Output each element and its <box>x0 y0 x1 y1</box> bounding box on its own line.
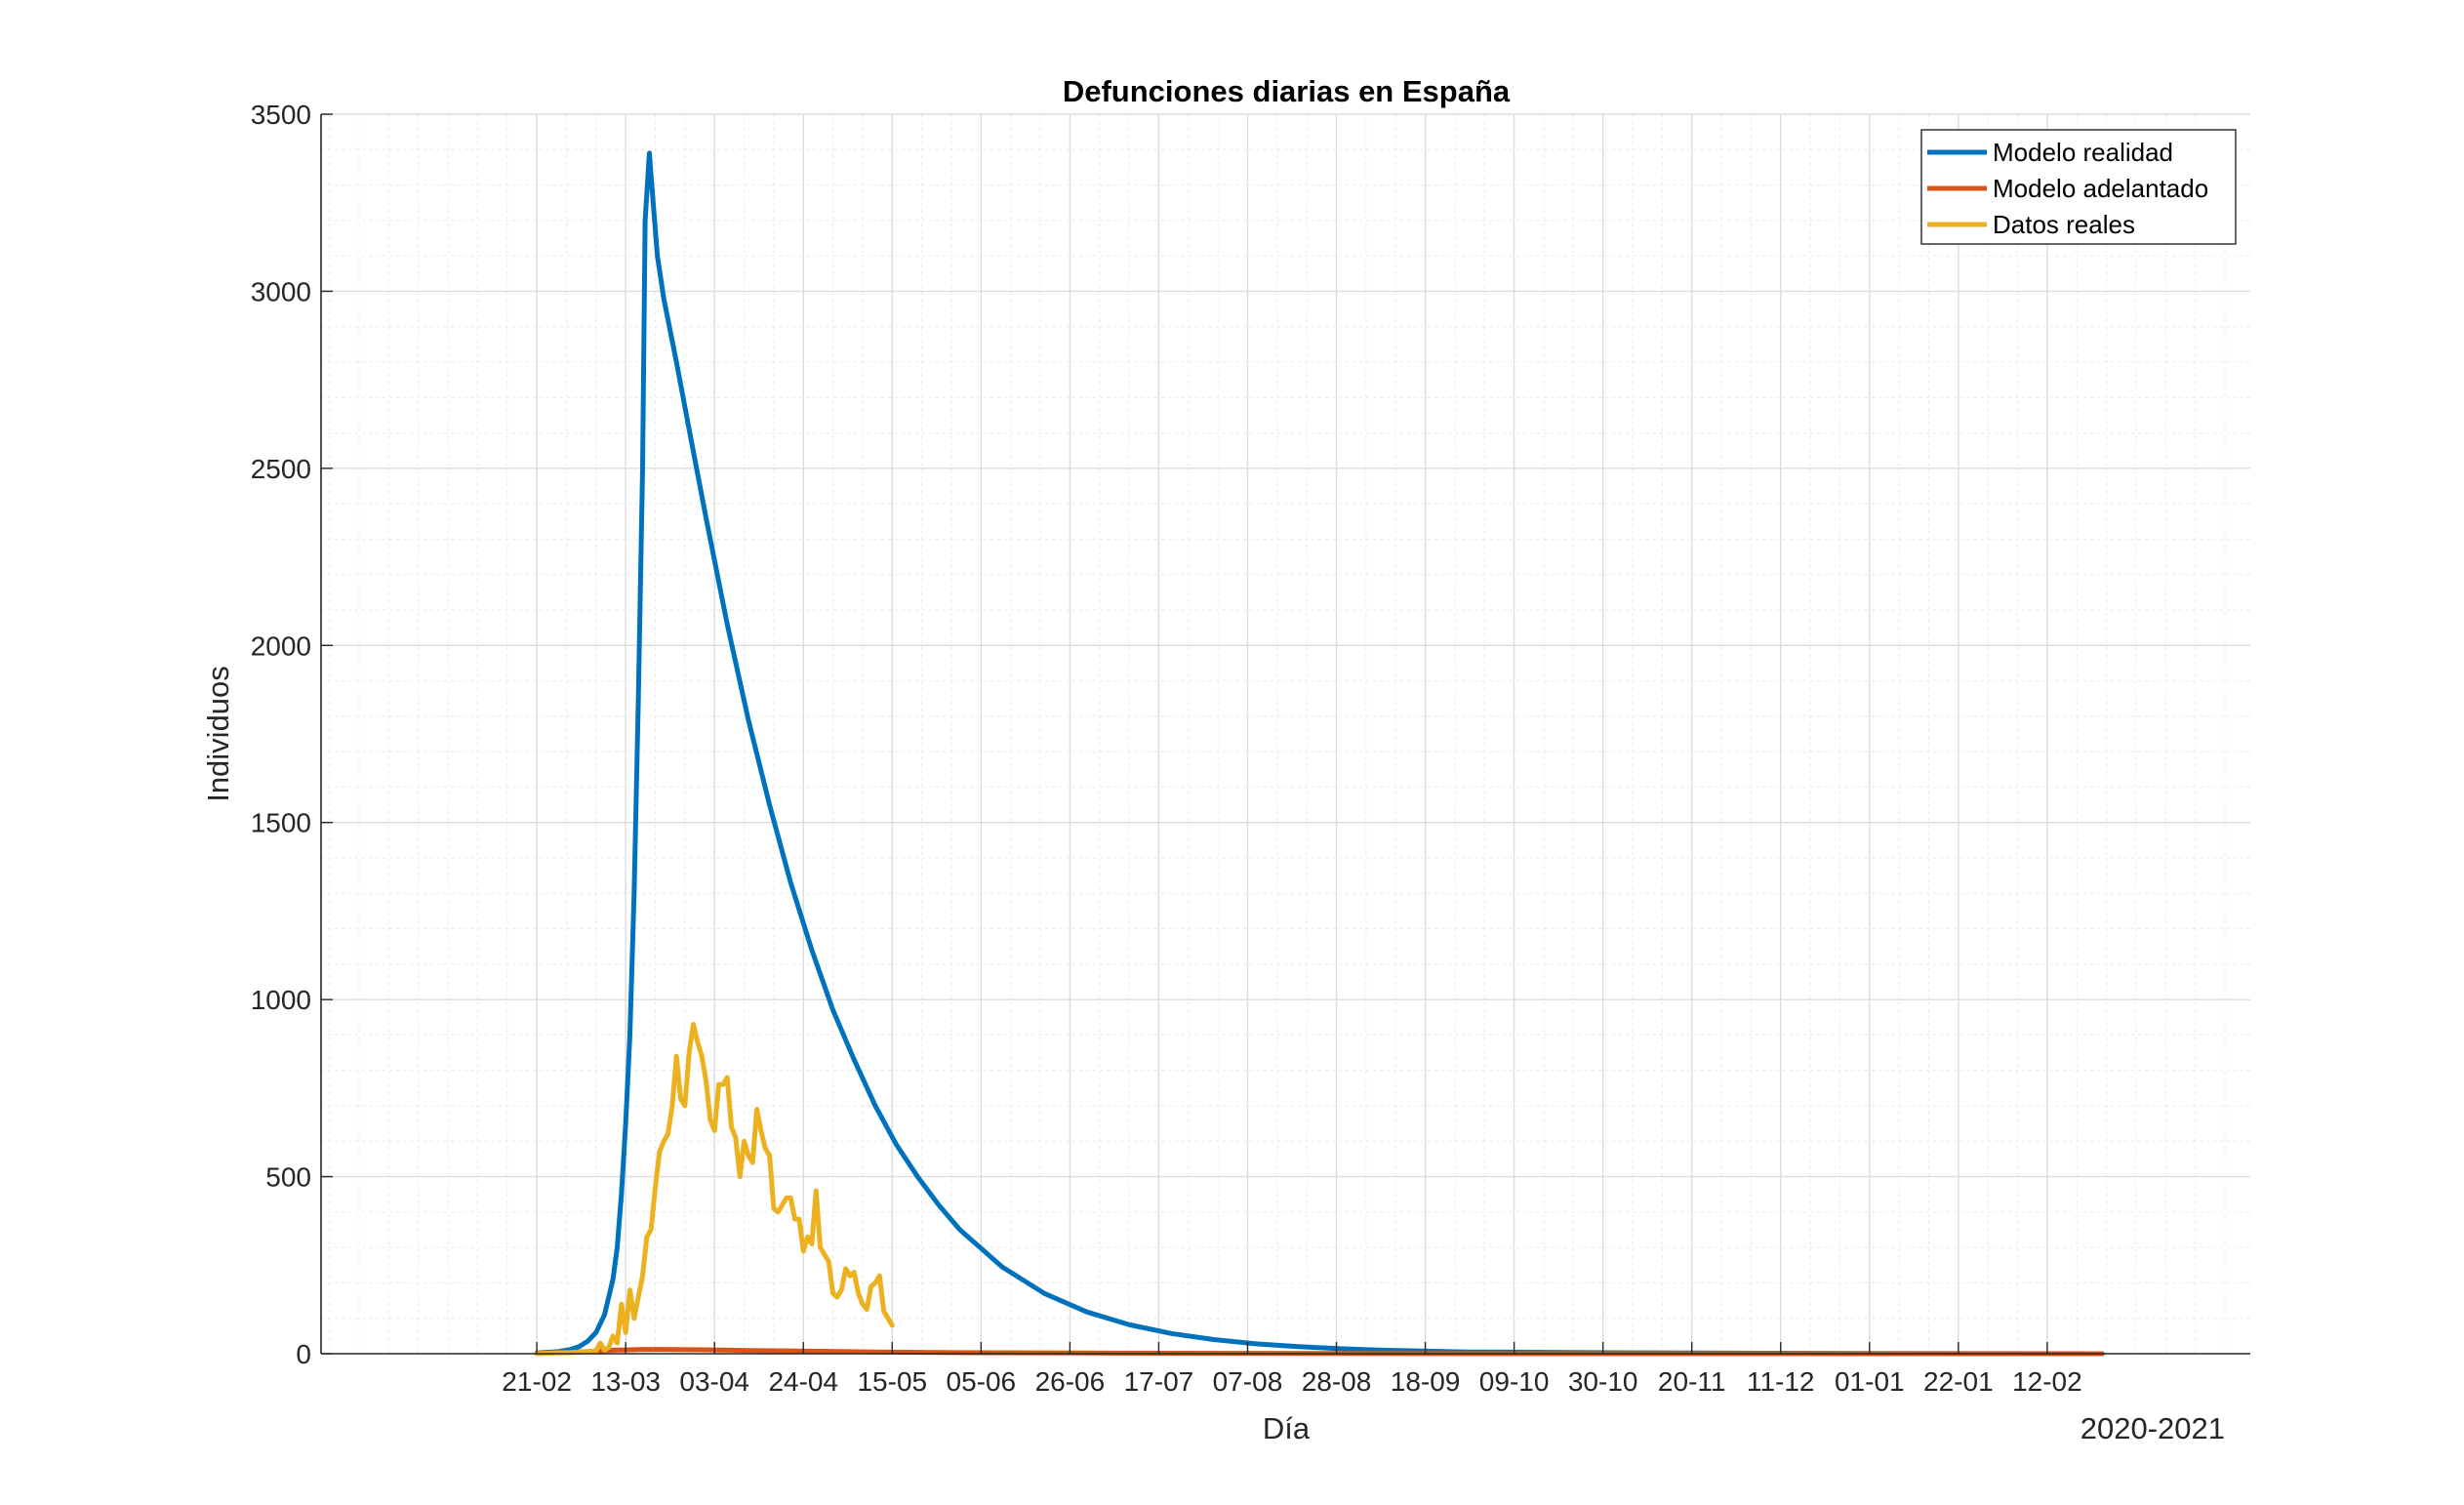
x-tick-label: 21-02 <box>502 1366 572 1397</box>
y-axis-label: Individuos <box>201 666 235 802</box>
axes <box>320 113 2250 1355</box>
chart-title: Defunciones diarias en España <box>1063 74 1511 108</box>
legend-label-datos-reales: Datos reales <box>1993 210 2135 239</box>
y-tick-label: 2500 <box>251 454 311 484</box>
x-axis-note: 2020-2021 <box>2080 1411 2225 1445</box>
y-tick-label: 0 <box>296 1339 311 1369</box>
legend-label-modelo-realidad: Modelo realidad <box>1993 138 2173 167</box>
y-tick-label: 500 <box>265 1162 311 1193</box>
y-tick-labels: 0 500 1000 1500 2000 2500 3000 3500 <box>251 100 311 1369</box>
x-axis-label: Día <box>1263 1411 1311 1445</box>
x-tick-label: 15-05 <box>857 1366 927 1397</box>
x-tick-labels: 21-02 13-03 03-04 24-04 15-05 05-06 26-06 17-07… <box>502 1366 2081 1397</box>
legend-label-modelo-adelantado: Modelo adelantado <box>1993 174 2208 203</box>
series-line-datos-reales <box>534 1022 895 1357</box>
x-tick-label: 05-06 <box>947 1366 1017 1397</box>
x-tick-label: 12-02 <box>2012 1366 2082 1397</box>
x-tick-label: 17-07 <box>1124 1366 1194 1397</box>
x-tick-label: 28-08 <box>1302 1366 1372 1397</box>
x-tick-label: 07-08 <box>1213 1366 1283 1397</box>
plot-area <box>321 114 2250 1354</box>
y-tick-label: 1000 <box>251 985 311 1015</box>
x-tick-label: 03-04 <box>679 1366 749 1397</box>
x-tick-label: 09-10 <box>1479 1366 1550 1397</box>
series-line-modelo-realidad <box>534 150 2105 1357</box>
legend-entry-datos-reales: Datos reales <box>1927 210 2135 239</box>
x-tick-label: 22-01 <box>1923 1366 1994 1397</box>
major-gridlines <box>321 113 2250 1354</box>
y-tick-label: 1500 <box>251 808 311 838</box>
x-tick-label: 24-04 <box>768 1366 838 1397</box>
x-tick-label: 26-06 <box>1035 1366 1106 1397</box>
y-tick-label: 2000 <box>251 630 311 661</box>
x-tick-label: 20-11 <box>1658 1366 1726 1397</box>
x-tick-label: 01-01 <box>1835 1366 1905 1397</box>
x-tick-label: 11-12 <box>1747 1366 1815 1397</box>
x-tick-label: 18-09 <box>1391 1366 1461 1397</box>
y-tick-label: 3500 <box>251 100 311 130</box>
x-tick-label: 30-10 <box>1568 1366 1638 1397</box>
y-tick-label: 3000 <box>251 276 311 306</box>
legend-entry-modelo-adelantado: Modelo adelantado <box>1927 174 2208 203</box>
legend: Modelo realidad Modelo adelantado Datos … <box>1920 129 2237 245</box>
x-tick-label: 13-03 <box>590 1366 661 1397</box>
legend-entry-modelo-realidad: Modelo realidad <box>1927 138 2173 167</box>
